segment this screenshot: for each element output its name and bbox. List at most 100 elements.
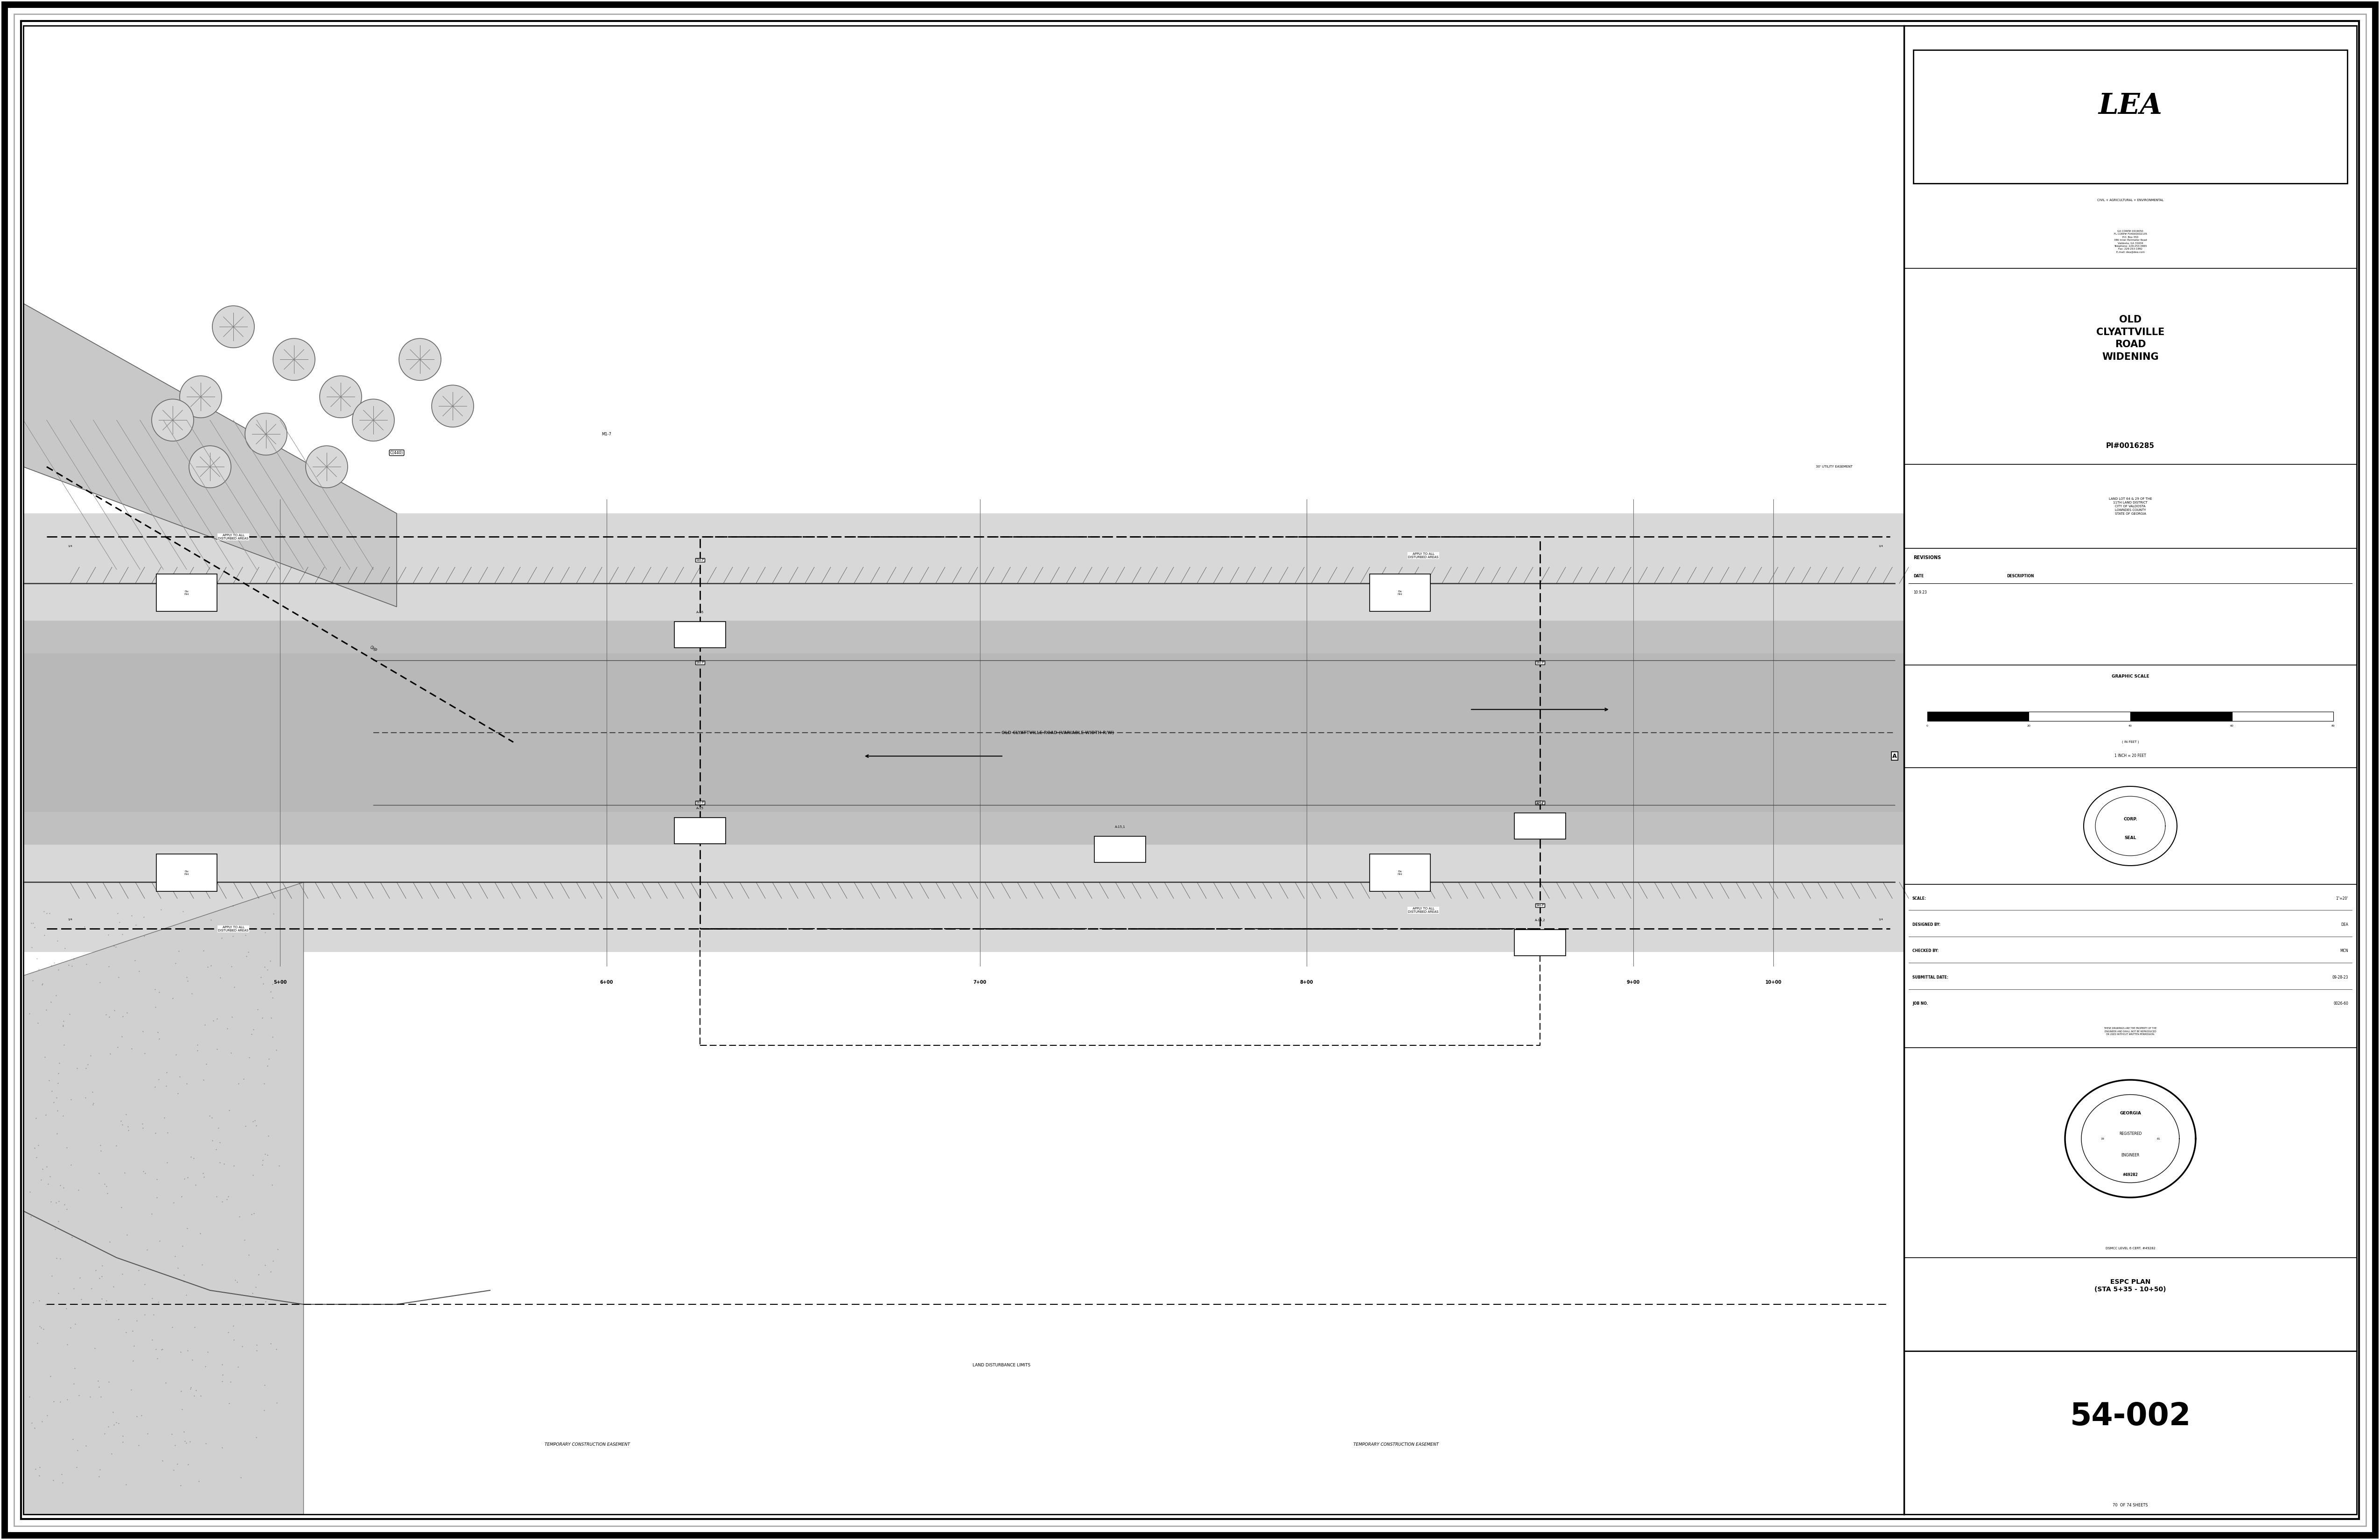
Circle shape <box>178 376 221 417</box>
Text: Sld-P: Sld-P <box>1535 661 1545 664</box>
Text: SEAL: SEAL <box>2125 836 2137 839</box>
Text: DESIGNED BY:: DESIGNED BY: <box>1914 922 1940 927</box>
Circle shape <box>400 339 440 380</box>
Text: REVISIONS: REVISIONS <box>1914 556 1942 561</box>
Text: DEA: DEA <box>2342 922 2349 927</box>
Text: DESCRIPTION: DESCRIPTION <box>2006 574 2035 578</box>
Text: OLD
CLYATTVILLE
ROAD
WIDENING: OLD CLYATTVILLE ROAD WIDENING <box>2097 316 2163 362</box>
Text: A-16: A-16 <box>697 611 704 614</box>
Bar <box>2130 711 2232 721</box>
Bar <box>1914 49 2347 183</box>
Text: Du
Hnl: Du Hnl <box>1397 590 1402 596</box>
Text: #49282: #49282 <box>2123 1173 2137 1177</box>
Bar <box>2028 711 2130 721</box>
Text: 10.9.23: 10.9.23 <box>1914 590 1928 594</box>
Text: 1/4: 1/4 <box>1878 545 1883 547</box>
Text: 1/4: 1/4 <box>67 918 71 921</box>
Text: GA CORP# 0419050
FL CORP# F04000002135
P.O. Box 350
386 Inner Perimeter Road
Val: GA CORP# 0419050 FL CORP# F04000002135 P… <box>2113 229 2147 253</box>
Text: 80: 80 <box>2332 725 2335 727</box>
Text: 60: 60 <box>2230 725 2235 727</box>
Text: Du
Hnl: Du Hnl <box>183 590 188 596</box>
Circle shape <box>274 339 314 380</box>
Text: PI#0016285: PI#0016285 <box>2106 442 2154 450</box>
Text: MCN: MCN <box>2340 949 2349 953</box>
Text: A-15: A-15 <box>697 807 704 810</box>
Bar <box>2232 711 2332 721</box>
Text: CHECKED BY:: CHECKED BY: <box>1914 949 1940 953</box>
Text: 1/4: 1/4 <box>1878 918 1883 921</box>
Text: M1-7: M1-7 <box>602 433 612 436</box>
Circle shape <box>319 376 362 417</box>
Text: 5+00: 5+00 <box>274 979 286 984</box>
Text: Sld-P: Sld-P <box>1535 801 1545 804</box>
Text: 19: 19 <box>2102 1138 2104 1140</box>
Text: APPLY TO ALL
DISTURBED AREAS: APPLY TO ALL DISTURBED AREAS <box>1409 553 1438 559</box>
Text: GEORGIA: GEORGIA <box>2121 1110 2142 1115</box>
Text: 54-002: 54-002 <box>2071 1401 2192 1432</box>
Text: LAND LOT 64 & 29 OF THE
11TH LAND DISTRICT
CITY OF VALDOSTA
LOWNDES COUNTY
STATE: LAND LOT 64 & 29 OF THE 11TH LAND DISTRI… <box>2109 497 2152 516</box>
Text: APPLY TO ALL
DISTURBED AREAS: APPLY TO ALL DISTURBED AREAS <box>1409 907 1438 913</box>
Text: 40: 40 <box>2128 725 2132 727</box>
Text: ENGINEER: ENGINEER <box>2121 1153 2140 1157</box>
Circle shape <box>212 306 255 348</box>
Text: Sld-P: Sld-P <box>1535 904 1545 907</box>
Bar <box>1514 813 1566 839</box>
Text: LEA: LEA <box>2099 92 2163 120</box>
Text: CIVIL + AGRICULTURAL + ENVIRONMENTAL: CIVIL + AGRICULTURAL + ENVIRONMENTAL <box>2097 199 2163 202</box>
Text: 61: 61 <box>2156 1138 2161 1140</box>
Text: A-14: A-14 <box>1535 802 1545 805</box>
Bar <box>24 26 1904 570</box>
Bar <box>24 621 1904 845</box>
Bar <box>674 818 726 844</box>
Text: 1/4: 1/4 <box>67 545 71 547</box>
Text: TEMPORARY CONSTRUCTION EASEMENT: TEMPORARY CONSTRUCTION EASEMENT <box>1354 1443 1440 1446</box>
Text: C(440): C(440) <box>390 451 402 454</box>
Bar <box>24 513 1904 952</box>
Text: OHP: OHP <box>369 645 378 653</box>
Circle shape <box>152 399 193 440</box>
Bar <box>1514 930 1566 956</box>
Text: A: A <box>1892 753 1897 759</box>
Bar <box>674 622 726 648</box>
Text: 09-28-23: 09-28-23 <box>2332 975 2349 979</box>
Text: LAND DISTURBANCE LIMITS: LAND DISTURBANCE LIMITS <box>973 1363 1031 1368</box>
Bar <box>1904 26 2356 1514</box>
Text: 20: 20 <box>2028 725 2030 727</box>
Text: ESPC PLAN
(STA 5+35 - 10+50): ESPC PLAN (STA 5+35 - 10+50) <box>2094 1278 2166 1292</box>
Circle shape <box>245 413 288 456</box>
Bar <box>157 574 217 611</box>
Text: SUBMITTAL DATE:: SUBMITTAL DATE: <box>1914 975 1949 979</box>
Text: JOB NO.: JOB NO. <box>1914 1001 1928 1006</box>
Text: 7+00: 7+00 <box>973 979 988 984</box>
Bar <box>1095 836 1145 862</box>
Text: Sld-P: Sld-P <box>695 559 704 562</box>
Text: A-15,1: A-15,1 <box>1114 825 1126 829</box>
Circle shape <box>305 445 347 488</box>
Polygon shape <box>24 882 302 1514</box>
Text: A-14,2: A-14,2 <box>1535 919 1545 922</box>
Bar <box>24 653 1904 812</box>
Text: APPLY TO ALL
DISTURBED AREAS: APPLY TO ALL DISTURBED AREAS <box>219 926 248 932</box>
Text: APPLY TO ALL
DISTURBED AREAS: APPLY TO ALL DISTURBED AREAS <box>219 534 248 541</box>
Text: 6+00: 6+00 <box>600 979 614 984</box>
Text: 70  OF 74 SHEETS: 70 OF 74 SHEETS <box>2113 1503 2149 1508</box>
Bar <box>157 855 217 892</box>
Text: 9+00: 9+00 <box>1626 979 1640 984</box>
Text: DSMCC LEVEL 6 CERT. #49282: DSMCC LEVEL 6 CERT. #49282 <box>2106 1247 2156 1250</box>
Text: 0026-60: 0026-60 <box>2332 1001 2349 1006</box>
Text: THESE DRAWINGS ARE THE PROPERTY OF THE
ENGINEER AND SHALL NOT BE REPRODUCED
OR U: THESE DRAWINGS ARE THE PROPERTY OF THE E… <box>2104 1027 2156 1035</box>
Text: 8+00: 8+00 <box>1299 979 1314 984</box>
Bar <box>1928 711 2028 721</box>
Bar <box>24 26 1904 1514</box>
Text: Sld-P: Sld-P <box>695 661 704 664</box>
Bar <box>24 26 1904 1514</box>
Text: 1"=20': 1"=20' <box>2335 896 2349 901</box>
Circle shape <box>431 385 474 427</box>
Text: ( IN FEET ): ( IN FEET ) <box>2123 741 2140 744</box>
Text: Du
Hnl: Du Hnl <box>1397 870 1402 875</box>
Text: REGISTERED: REGISTERED <box>2118 1132 2142 1137</box>
Text: OLD CLYATTVILLE ROAD (VARIABLE WIDTH R/W): OLD CLYATTVILLE ROAD (VARIABLE WIDTH R/W… <box>1002 730 1114 735</box>
Bar <box>1368 855 1430 892</box>
Text: GRAPHIC SCALE: GRAPHIC SCALE <box>2111 675 2149 679</box>
Text: 30' UTILITY EASEMENT: 30' UTILITY EASEMENT <box>1816 465 1852 468</box>
